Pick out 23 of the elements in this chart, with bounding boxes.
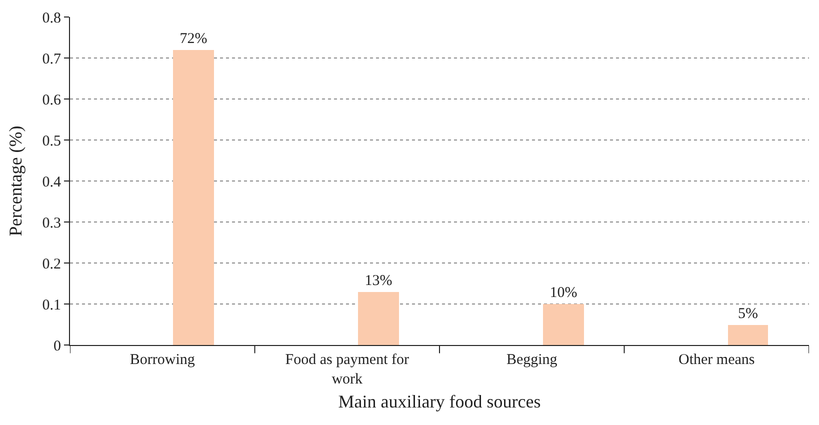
y-tick-label: 0.6 <box>42 92 62 108</box>
y-tick-label: 0.4 <box>42 174 62 190</box>
y-tick-label: 0.2 <box>42 256 61 272</box>
x-tick-label: Begging <box>506 352 558 368</box>
y-axis-title: Percentage (%) <box>5 126 26 236</box>
data-label: 5% <box>738 306 758 322</box>
bar <box>543 304 584 345</box>
data-label: 72% <box>180 31 208 47</box>
x-tick-label: Borrowing <box>130 352 196 368</box>
x-tick-label: Food as payment for work <box>285 352 409 388</box>
x-tick-label: Other means <box>678 352 755 368</box>
y-tick-label: 0.5 <box>42 133 61 150</box>
data-label: 13% <box>364 273 392 289</box>
bar <box>358 292 399 345</box>
data-label: 10% <box>550 285 578 301</box>
y-tick-label: 0.8 <box>42 10 61 26</box>
y-tick-label: 0.7 <box>42 51 62 68</box>
x-axis-title: Main auxiliary food sources <box>338 392 541 412</box>
y-tick-label: 0 <box>54 338 61 354</box>
y-tick-label: 0.1 <box>42 297 61 314</box>
bar <box>173 50 214 345</box>
y-tick-label: 0.3 <box>42 215 61 232</box>
bar <box>728 325 768 345</box>
